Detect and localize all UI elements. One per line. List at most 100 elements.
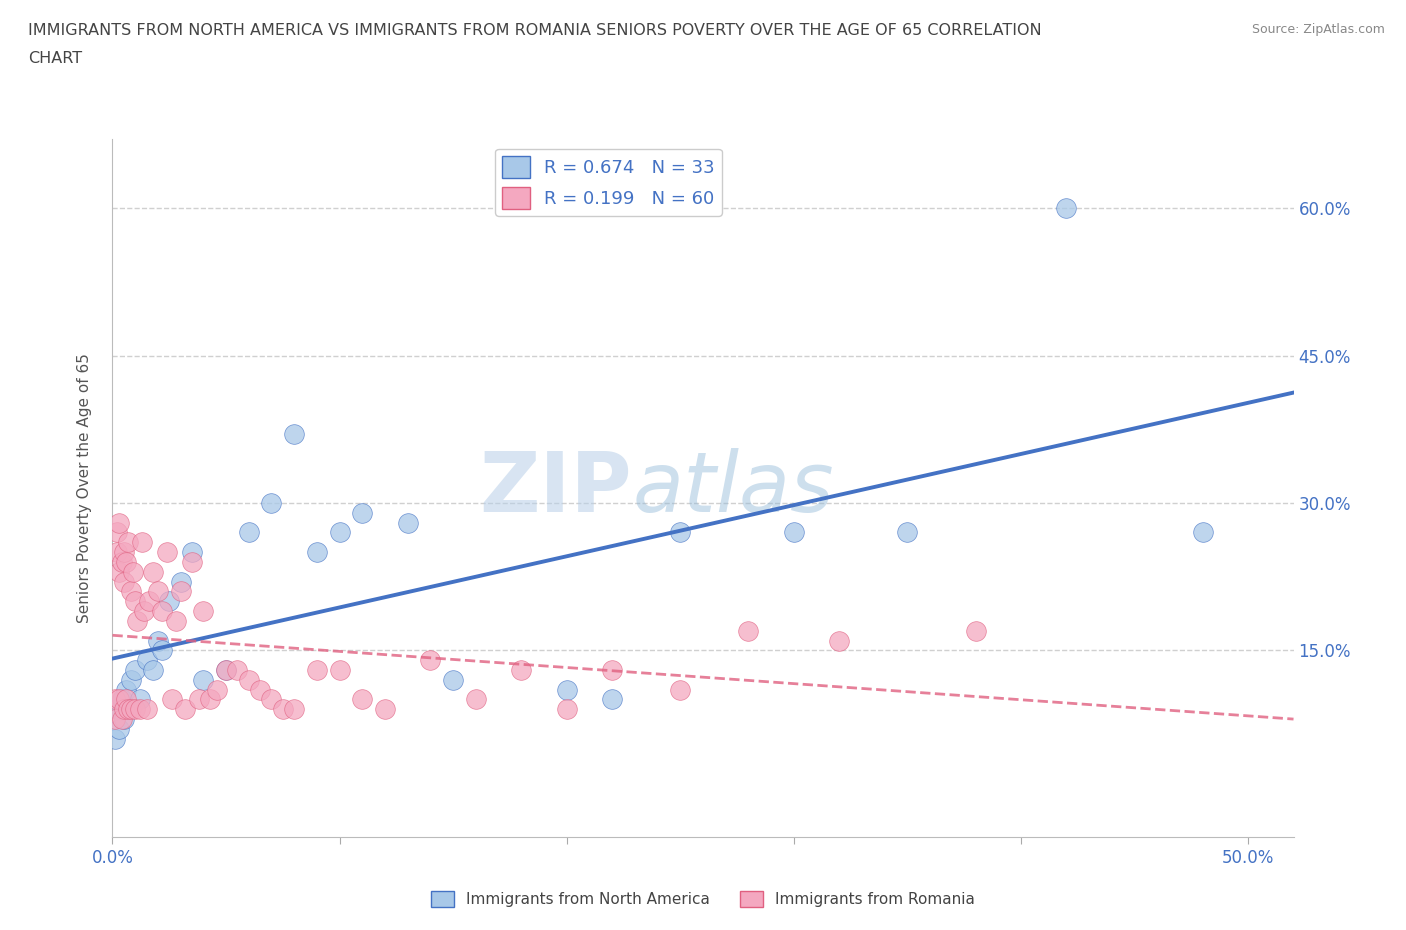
Point (105, 702, 128, 717)
Point (142, 565, 165, 579)
Point (271, 702, 294, 717)
Point (396, 515, 419, 530)
Point (215, 662, 238, 677)
Point (174, 702, 197, 717)
Y-axis label: Seniors Poverty Over the Age of 65: Seniors Poverty Over the Age of 65 (77, 353, 91, 623)
Point (160, 692, 183, 707)
Point (205, 683, 228, 698)
Point (117, 702, 139, 717)
Point (181, 545, 204, 560)
Point (115, 683, 138, 698)
Point (896, 525, 918, 540)
Point (737, 623, 759, 638)
Point (120, 584, 142, 599)
Point (1054, 201, 1077, 216)
Point (128, 692, 150, 707)
Point (238, 525, 260, 540)
Point (441, 672, 464, 687)
Point (104, 692, 127, 707)
Text: CHART: CHART (28, 51, 82, 66)
Point (124, 702, 146, 717)
Point (120, 672, 142, 687)
Point (152, 604, 174, 618)
Point (112, 574, 135, 589)
Point (555, 683, 578, 698)
Point (112, 545, 135, 560)
Point (419, 653, 441, 668)
Point (226, 662, 249, 677)
Point (108, 515, 131, 530)
Point (105, 545, 128, 560)
Point (181, 554, 204, 569)
Point (169, 584, 191, 599)
Point (127, 614, 149, 629)
Text: Source: ZipAtlas.com: Source: ZipAtlas.com (1251, 23, 1385, 36)
Point (110, 554, 132, 569)
Point (260, 496, 283, 511)
Point (146, 584, 169, 599)
Legend: Immigrants from North America, Immigrants from Romania: Immigrants from North America, Immigrant… (425, 884, 981, 913)
Point (112, 702, 135, 717)
Point (128, 702, 150, 717)
Point (112, 711, 135, 726)
Point (329, 525, 352, 540)
Point (352, 692, 374, 707)
Point (374, 702, 396, 717)
Point (555, 702, 578, 717)
Point (965, 623, 987, 638)
Point (104, 731, 127, 746)
Point (108, 722, 131, 737)
Point (260, 692, 283, 707)
Point (131, 535, 153, 550)
Point (110, 711, 132, 726)
Point (193, 604, 215, 618)
Point (329, 662, 352, 677)
Point (135, 653, 157, 668)
Point (305, 662, 328, 677)
Point (157, 593, 180, 608)
Point (142, 662, 165, 677)
Point (249, 683, 271, 698)
Point (122, 565, 145, 579)
Point (108, 565, 131, 579)
Point (828, 633, 851, 648)
Point (165, 614, 187, 629)
Point (238, 672, 260, 687)
Point (215, 662, 238, 677)
Point (198, 692, 221, 707)
Point (283, 427, 305, 442)
Point (138, 593, 160, 608)
Point (510, 662, 533, 677)
Point (783, 525, 806, 540)
Point (600, 692, 623, 707)
Point (134, 604, 156, 618)
Point (124, 662, 146, 677)
Point (115, 692, 138, 707)
Point (1191, 525, 1213, 540)
Point (110, 692, 132, 707)
Point (104, 711, 127, 726)
Point (352, 505, 374, 520)
Point (187, 692, 209, 707)
Point (283, 702, 305, 717)
Point (108, 692, 131, 707)
Point (464, 692, 486, 707)
Text: ZIP: ZIP (479, 447, 633, 529)
Text: atlas: atlas (633, 447, 834, 529)
Point (600, 662, 623, 677)
Point (135, 702, 157, 717)
Point (156, 545, 179, 560)
Point (669, 683, 692, 698)
Point (146, 633, 169, 648)
Point (169, 574, 191, 589)
Point (105, 525, 128, 540)
Point (115, 554, 138, 569)
Legend: R = 0.674   N = 33, R = 0.199   N = 60: R = 0.674 N = 33, R = 0.199 N = 60 (495, 149, 721, 216)
Point (152, 643, 174, 658)
Point (305, 545, 328, 560)
Point (117, 535, 139, 550)
Point (669, 525, 692, 540)
Point (124, 593, 146, 608)
Point (193, 672, 215, 687)
Text: IMMIGRANTS FROM NORTH AMERICA VS IMMIGRANTS FROM ROMANIA SENIORS POVERTY OVER TH: IMMIGRANTS FROM NORTH AMERICA VS IMMIGRA… (28, 23, 1042, 38)
